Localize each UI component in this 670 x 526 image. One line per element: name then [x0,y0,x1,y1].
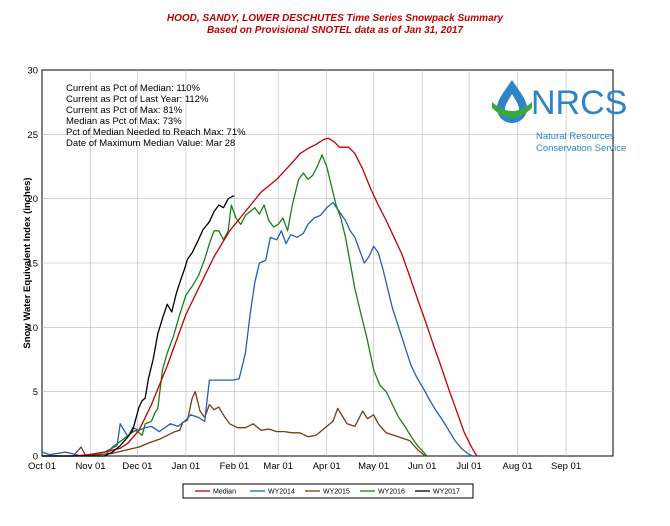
series-line-wy2015 [42,391,426,457]
legend-label: Median [213,489,236,496]
stat-line-4: Median as Pct of Max: 73% [66,116,182,127]
x-tick-label: May 01 [358,461,389,472]
series-layer [41,137,478,457]
stat-line-6: Date of Maximum Median Value: Mar 28 [66,138,235,149]
stat-line-2: Current as Pct of Last Year: 112% [66,94,209,105]
x-tick-label: Aug 01 [503,461,533,472]
x-tick-label: Feb 01 [220,461,250,472]
legend-label: WY2014 [268,489,295,496]
y-tick-label: 25 [27,130,38,141]
nrcs-logo: NRCS Natural Resources Conservation Serv… [492,80,627,154]
legend-label: WY2017 [433,489,460,496]
legend-label: WY2016 [378,489,405,496]
x-tick-label: Sep 01 [551,461,581,472]
series-line-wy2017 [42,195,235,457]
y-tick-label: 0 [33,452,38,463]
x-tick-label: Dec 01 [122,461,152,472]
y-axis-label: Snow Water Equivalent Index (inches) [22,177,33,348]
y-tick-label: 10 [27,323,38,334]
x-tick-label: Mar 01 [263,461,293,472]
x-axis-ticks: Oct 01 Nov 01 Dec 01 Jan 01 Feb 01 Mar 01 Apr … [28,461,581,472]
x-tick-label: Apr 01 [313,461,341,472]
stat-line-3: Current as Pct of Max: 81% [66,105,183,116]
x-tick-label: Jan 01 [172,461,201,472]
y-tick-label: 30 [27,66,38,77]
y-tick-label: 20 [27,194,38,205]
legend: Median WY2014 WY2015 WY2016 WY2017 [182,483,474,499]
series-line-wy2014 [41,201,473,457]
nrcs-subtitle-2: Conservation Service [536,143,626,154]
legend-box [182,483,474,499]
x-tick-label: Nov 01 [75,461,105,472]
nrcs-subtitle-1: Natural Resources [536,131,615,142]
series-line-median [42,137,478,457]
y-tick-label: 5 [33,387,38,398]
x-tick-label: Jun 01 [408,461,437,472]
stats-block: Current as Pct of Median: 110% Current a… [66,83,246,149]
stat-line-1: Current as Pct of Median: 110% [66,83,200,94]
y-axis-ticks: 0 5 10 15 20 25 30 [27,66,38,463]
x-tick-label: Oct 01 [28,461,56,472]
chart-title: HOOD, SANDY, LOWER DESCHUTES Time Series… [166,13,504,24]
x-tick-label: Jul 01 [456,461,481,472]
legend-label: WY2015 [323,489,350,496]
nrcs-wordmark: NRCS [531,84,627,122]
y-tick-label: 15 [27,259,38,270]
chart-subtitle: Based on Provisional SNOTEL data as of J… [206,25,464,36]
series-line-wy2016 [42,154,428,457]
stat-line-5: Pct of Median Needed to Reach Max: 71% [66,127,246,138]
water-drop-icon [492,80,532,123]
